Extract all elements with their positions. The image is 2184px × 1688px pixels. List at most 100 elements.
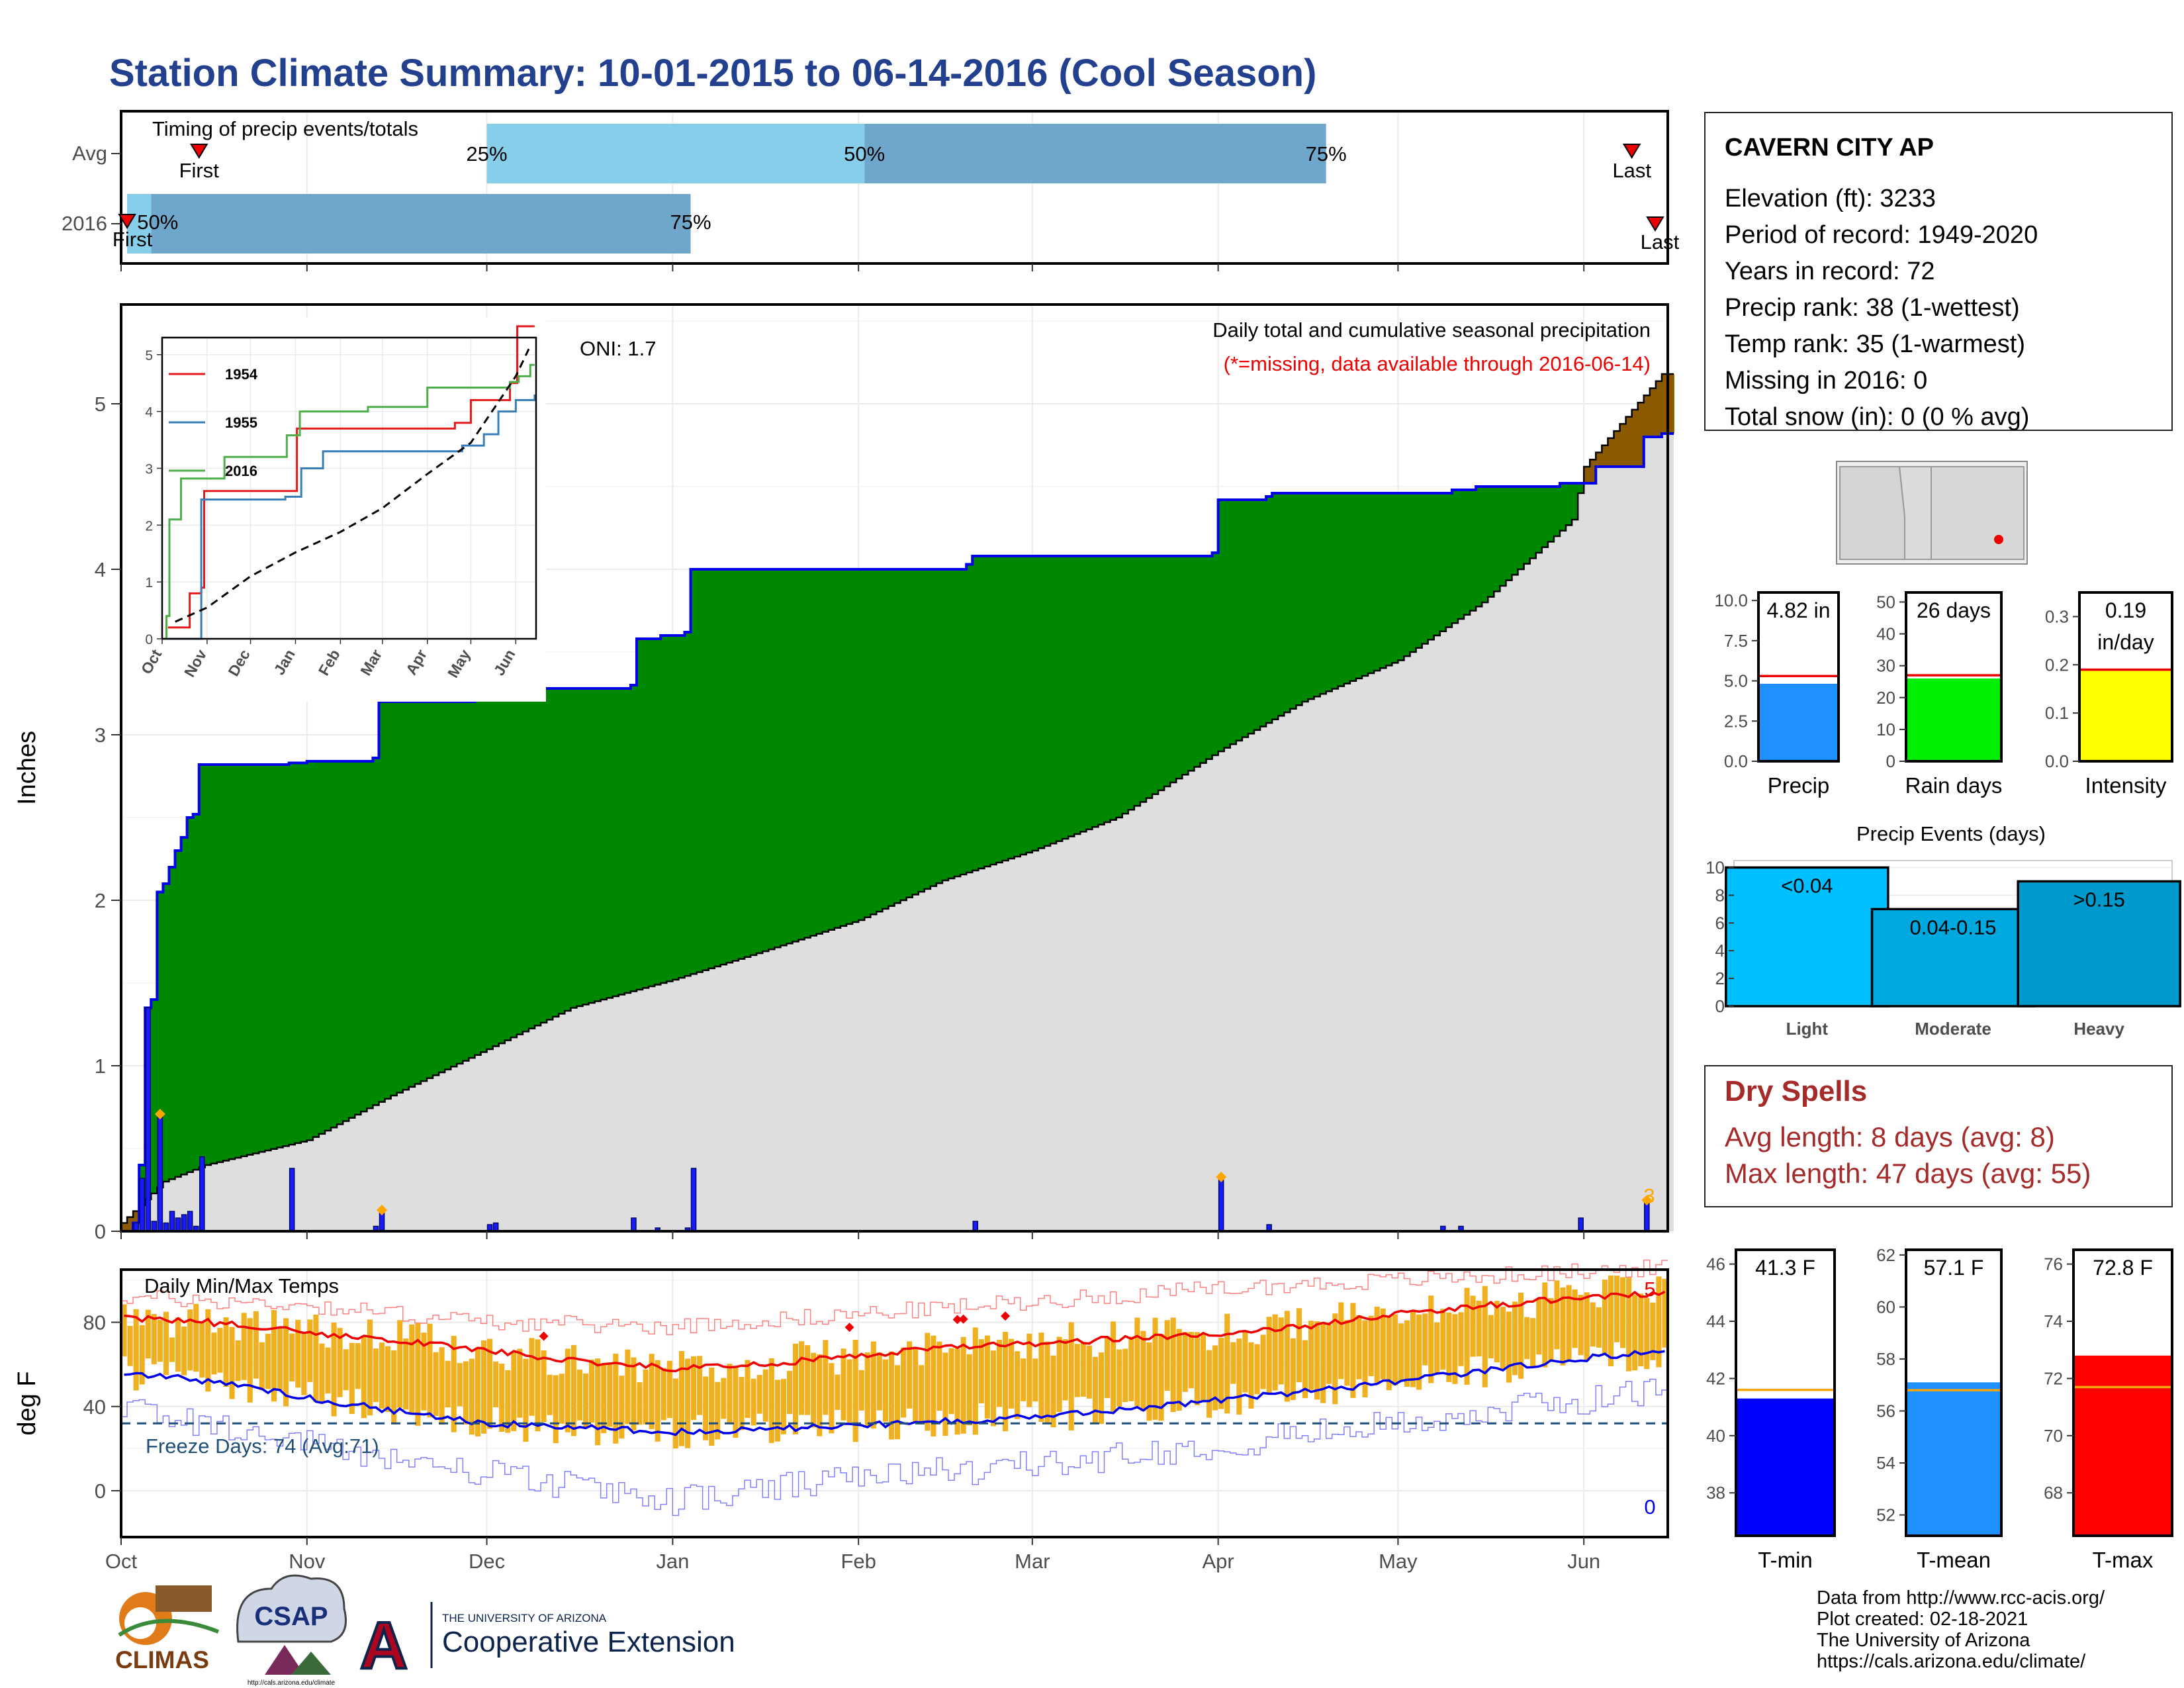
below-average-area	[1661, 374, 1668, 434]
daily-temp-bar	[601, 1363, 607, 1433]
above-average-area	[289, 763, 296, 1145]
small-panel-frame	[1905, 591, 2003, 763]
daily-temp-bar	[523, 1358, 529, 1442]
above-average-area	[1158, 556, 1165, 790]
precip-caption-missing: (*=missing, data available through 2016-…	[1224, 352, 1651, 375]
above-average-area	[1068, 556, 1075, 837]
above-average-area	[1116, 556, 1123, 818]
above-average-area	[504, 692, 512, 1041]
precip-events-panel: Precip Events (days) <0.04 Light 0.04-0.15…	[1706, 822, 2181, 1039]
csap-text: CSAP	[254, 1602, 328, 1631]
daily-temp-bar	[864, 1352, 870, 1427]
category-label: Intensity	[2085, 773, 2167, 798]
daily-temp-bar	[385, 1346, 391, 1412]
daily-temp-bar	[1176, 1329, 1182, 1411]
value-label: 72.8 F	[2093, 1256, 2153, 1280]
above-average-area	[426, 702, 433, 1078]
daily-temp-bar	[1440, 1309, 1446, 1370]
above-average-area	[1476, 487, 1482, 607]
timing-bar-avg-50-75	[864, 124, 1326, 183]
record-low-line	[121, 1378, 1668, 1517]
y-tick-label: 54	[1876, 1453, 1895, 1473]
above-average-area	[1050, 556, 1057, 844]
above-average-area	[942, 569, 949, 880]
daily-temp-bar	[121, 1304, 127, 1357]
daily-temp-bar	[517, 1348, 523, 1418]
small-panel-frame	[1905, 1248, 2003, 1537]
above-average-area	[1457, 490, 1465, 619]
daily-temp-bar	[1260, 1335, 1266, 1389]
daily-temp-bar	[1410, 1312, 1416, 1387]
daily-precip-bar	[631, 1217, 637, 1232]
avg-tmax-line	[124, 1290, 1666, 1373]
daily-temp-bar	[888, 1351, 894, 1440]
above-average-area	[175, 851, 182, 1177]
daily-temp-bar	[1596, 1307, 1602, 1348]
daily-temp-bar	[697, 1356, 703, 1415]
above-average-area	[1512, 487, 1519, 575]
below-average-area	[127, 1217, 134, 1231]
above-average-area	[660, 635, 668, 983]
value-bar	[1758, 683, 1839, 761]
above-average-area	[492, 692, 500, 1047]
daily-temp-bar	[1608, 1275, 1614, 1367]
temp-frame	[120, 1268, 1669, 1538]
above-average-area	[1320, 493, 1327, 694]
daily-temp-bar	[529, 1338, 535, 1416]
timing-pct-label: 75%	[670, 211, 711, 234]
above-average-area	[1296, 493, 1303, 706]
daily-temp-bar	[559, 1374, 565, 1424]
daily-temp-bar	[1590, 1302, 1596, 1347]
above-average-area	[600, 688, 608, 1000]
above-average-area	[187, 818, 194, 1172]
above-average-area	[1529, 487, 1537, 559]
above-average-area	[300, 763, 308, 1142]
above-average-area	[637, 639, 643, 990]
above-average-area	[1200, 556, 1207, 763]
freeze-days-label: Freeze Days: 74 (Avg:71)	[146, 1434, 379, 1458]
daily-temp-bar	[948, 1348, 954, 1415]
daily-temp-bar	[1548, 1297, 1554, 1361]
inset-y-tick-label: 2	[145, 518, 153, 534]
daily-temp-bar	[397, 1320, 403, 1408]
average-cumulative-line	[121, 373, 1674, 1224]
daily-temp-bar	[1236, 1338, 1242, 1415]
above-average-area	[1368, 493, 1375, 674]
daily-temp-bar	[1128, 1336, 1134, 1401]
daily-temp-bar	[145, 1309, 151, 1359]
daily-temp-bar	[625, 1349, 631, 1425]
daily-temp-bar	[1584, 1292, 1590, 1362]
above-average-area	[1332, 493, 1339, 689]
above-average-area	[396, 702, 404, 1093]
value-label: 41.3 F	[1755, 1256, 1815, 1280]
daily-temp-bar	[1146, 1342, 1152, 1421]
daily-precip-bar	[199, 1156, 205, 1232]
event-bar-label: 0.04-0.15	[1910, 915, 1997, 939]
month-label: Jun	[1567, 1550, 1600, 1573]
above-average-area	[1535, 487, 1543, 553]
category-label: Precip	[1768, 773, 1830, 798]
daily-temp-bar	[157, 1320, 163, 1362]
daily-temp-bar	[715, 1382, 721, 1440]
above-average-area	[696, 569, 704, 972]
above-average-area	[720, 569, 727, 965]
daily-temp-bar	[427, 1323, 433, 1418]
first-marker-icon	[118, 214, 136, 229]
daily-temp-bar	[1182, 1332, 1188, 1392]
above-average-area	[690, 569, 698, 974]
daily-temp-bar	[1140, 1331, 1146, 1412]
daily-temp-bar	[1050, 1355, 1056, 1428]
above-average-area	[1086, 556, 1093, 829]
above-average-area	[1253, 500, 1261, 730]
daily-temp-bar	[1254, 1344, 1260, 1395]
above-average-area	[1008, 556, 1015, 859]
daily-temp-bar	[666, 1360, 672, 1419]
y-tick-label: 6	[1715, 913, 1725, 933]
page-title: Station Climate Summary: 10-01-2015 to 0…	[109, 52, 1316, 95]
above-average-area	[469, 702, 476, 1058]
daily-temp-bar	[1392, 1314, 1398, 1385]
above-average-area	[864, 569, 872, 917]
above-average-area	[672, 635, 680, 980]
daily-temp-bar	[1206, 1350, 1212, 1418]
daily-temp-bar	[1326, 1325, 1332, 1384]
